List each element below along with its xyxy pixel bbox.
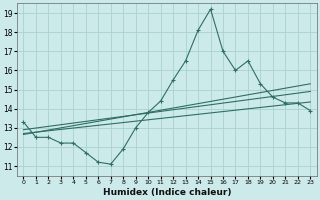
X-axis label: Humidex (Indice chaleur): Humidex (Indice chaleur) <box>103 188 231 197</box>
